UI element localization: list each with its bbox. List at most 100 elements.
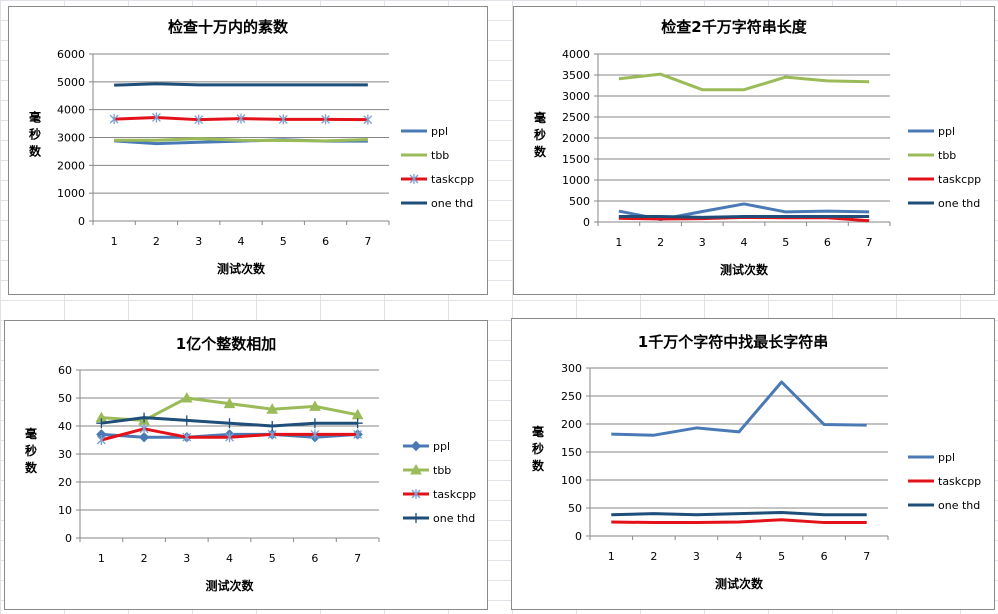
x-tick-label: 7 xyxy=(866,236,873,249)
legend-item: taskcpp xyxy=(403,488,476,501)
y-tick-label: 250 xyxy=(561,390,582,403)
x-tick-label: 2 xyxy=(153,235,160,248)
legend-item: taskcpp xyxy=(401,173,474,186)
legend-label: one thd xyxy=(433,512,475,525)
series-line xyxy=(619,217,869,218)
series-line xyxy=(114,84,368,85)
chart-title: 检查2千万字符串长度 xyxy=(661,18,807,36)
legend-label: taskcpp xyxy=(938,173,981,186)
legend-label: one thd xyxy=(431,197,473,210)
y-tick-label: 3000 xyxy=(562,90,590,103)
legend-item: tbb xyxy=(908,149,956,162)
chart-panel-primes: 检查十万内的素数 0 1000 2000 3000 4000 5000 6000 1 2 3 4 5 6 7… xyxy=(8,6,488,295)
y-tick-label: 10 xyxy=(58,504,72,517)
legend-item: tbb xyxy=(403,464,451,477)
chart-title: 检查十万内的素数 xyxy=(168,18,289,36)
chart-primes: 检查十万内的素数 0 1000 2000 3000 4000 5000 6000 1 2 3 4 5 6 7… xyxy=(9,7,487,294)
x-tick-label: 1 xyxy=(608,550,615,563)
series-taskcpp xyxy=(611,520,866,523)
y-tick-label: 4000 xyxy=(57,104,85,117)
data-point-marker xyxy=(225,418,235,428)
series-one-thd xyxy=(619,217,869,218)
x-tick-label: 4 xyxy=(238,235,245,248)
legend-label: taskcpp xyxy=(431,173,474,186)
y-tick-label: 2000 xyxy=(562,132,590,145)
series-one-thd xyxy=(114,84,368,85)
y-tick-label: 200 xyxy=(561,418,582,431)
legend-item: ppl xyxy=(908,125,955,138)
legend-item: ppl xyxy=(403,440,450,453)
y-tick-label: 500 xyxy=(569,195,590,208)
y-tick-label: 3500 xyxy=(562,69,590,82)
legend-item: ppl xyxy=(908,451,955,464)
data-point-marker xyxy=(310,418,320,428)
series-line xyxy=(611,520,866,523)
y-tick-label: 40 xyxy=(58,420,72,433)
legend-item: taskcpp xyxy=(908,475,981,488)
series-line xyxy=(611,512,866,514)
series-ppl xyxy=(611,382,866,435)
legend-label: ppl xyxy=(938,451,955,464)
series-one-thd xyxy=(611,512,866,514)
x-tick-label: 4 xyxy=(226,552,233,565)
legend-label: tbb xyxy=(431,149,449,162)
legend-marker xyxy=(411,513,421,523)
legend-label: tbb xyxy=(938,149,956,162)
x-tick-label: 5 xyxy=(778,550,785,563)
chart-longest-string: 1千万个字符中找最长字符串0501001502002503001 2 3 4 5 6 7测试… xyxy=(512,319,994,609)
series-line xyxy=(114,139,368,141)
x-axis-label: 测试次数 xyxy=(217,261,266,276)
legend-label: taskcpp xyxy=(433,488,476,501)
chart-panel-int-sum: 1亿个整数相加 0 10 20 30 40 50 60 1 2 3 4 5 6 7 测试次数 毫秒数 ppl tbb… xyxy=(4,320,488,610)
y-tick-label: 60 xyxy=(58,364,72,377)
x-axis-label: 测试次数 xyxy=(720,262,769,277)
legend-label: taskcpp xyxy=(938,475,981,488)
x-tick-label: 6 xyxy=(322,235,329,248)
y-tick-label: 4000 xyxy=(562,48,590,61)
data-point-marker xyxy=(267,421,277,431)
x-tick-label: 2 xyxy=(141,552,148,565)
x-tick-label: 5 xyxy=(269,552,276,565)
series-line xyxy=(611,382,866,435)
x-tick-label: 3 xyxy=(699,236,706,249)
x-tick-label: 5 xyxy=(280,235,287,248)
legend-label: one thd xyxy=(938,197,980,210)
legend-label: tbb xyxy=(433,464,451,477)
y-tick-label: 1000 xyxy=(562,174,590,187)
legend-item: taskcpp xyxy=(908,173,981,186)
legend-label: ppl xyxy=(431,125,448,138)
y-axis-label: 毫秒数 xyxy=(534,110,547,159)
y-tick-label: 0 xyxy=(65,532,72,545)
legend-label: one thd xyxy=(938,499,980,512)
y-axis-label: 毫秒数 xyxy=(29,110,42,159)
series-one-thd xyxy=(96,413,362,431)
legend-item: one thd xyxy=(908,499,980,512)
x-tick-label: 3 xyxy=(195,235,202,248)
y-tick-label: 2500 xyxy=(562,111,590,124)
x-tick-label: 1 xyxy=(98,552,105,565)
x-tick-label: 4 xyxy=(736,550,743,563)
x-tick-label: 6 xyxy=(824,236,831,249)
y-tick-label: 2000 xyxy=(57,159,85,172)
legend-item: tbb xyxy=(401,149,449,162)
series-line xyxy=(619,74,869,90)
series-tbb xyxy=(619,74,869,90)
data-point-marker xyxy=(353,418,363,428)
chart-int-sum: 1亿个整数相加 0 10 20 30 40 50 60 1 2 3 4 5 6 7 测试次数 毫秒数 ppl tbb… xyxy=(5,321,487,609)
chart-panel-longest-string: 1千万个字符中找最长字符串 0 50 100 150 200 250 300 1 2 3 4 5 6 7 测试… xyxy=(511,318,995,610)
y-tick-label: 50 xyxy=(58,392,72,405)
y-tick-label: 20 xyxy=(58,476,72,489)
y-tick-label: 100 xyxy=(561,474,582,487)
chart-title: 1亿个整数相加 xyxy=(176,335,276,353)
legend-item: one thd xyxy=(401,197,473,210)
legend-label: ppl xyxy=(433,440,450,453)
y-axis-label: 毫秒数 xyxy=(25,426,38,475)
x-tick-label: 1 xyxy=(111,235,118,248)
x-tick-label: 2 xyxy=(657,236,664,249)
x-tick-label: 6 xyxy=(311,552,318,565)
y-tick-label: 300 xyxy=(561,362,582,375)
series-taskcpp xyxy=(110,112,372,124)
y-tick-label: 0 xyxy=(583,216,590,229)
chart-panel-strlen: 检查2千万字符串长度 0 500 1000 1500 2000 2500 3000 3500 40… xyxy=(513,6,995,295)
y-tick-label: 30 xyxy=(58,448,72,461)
